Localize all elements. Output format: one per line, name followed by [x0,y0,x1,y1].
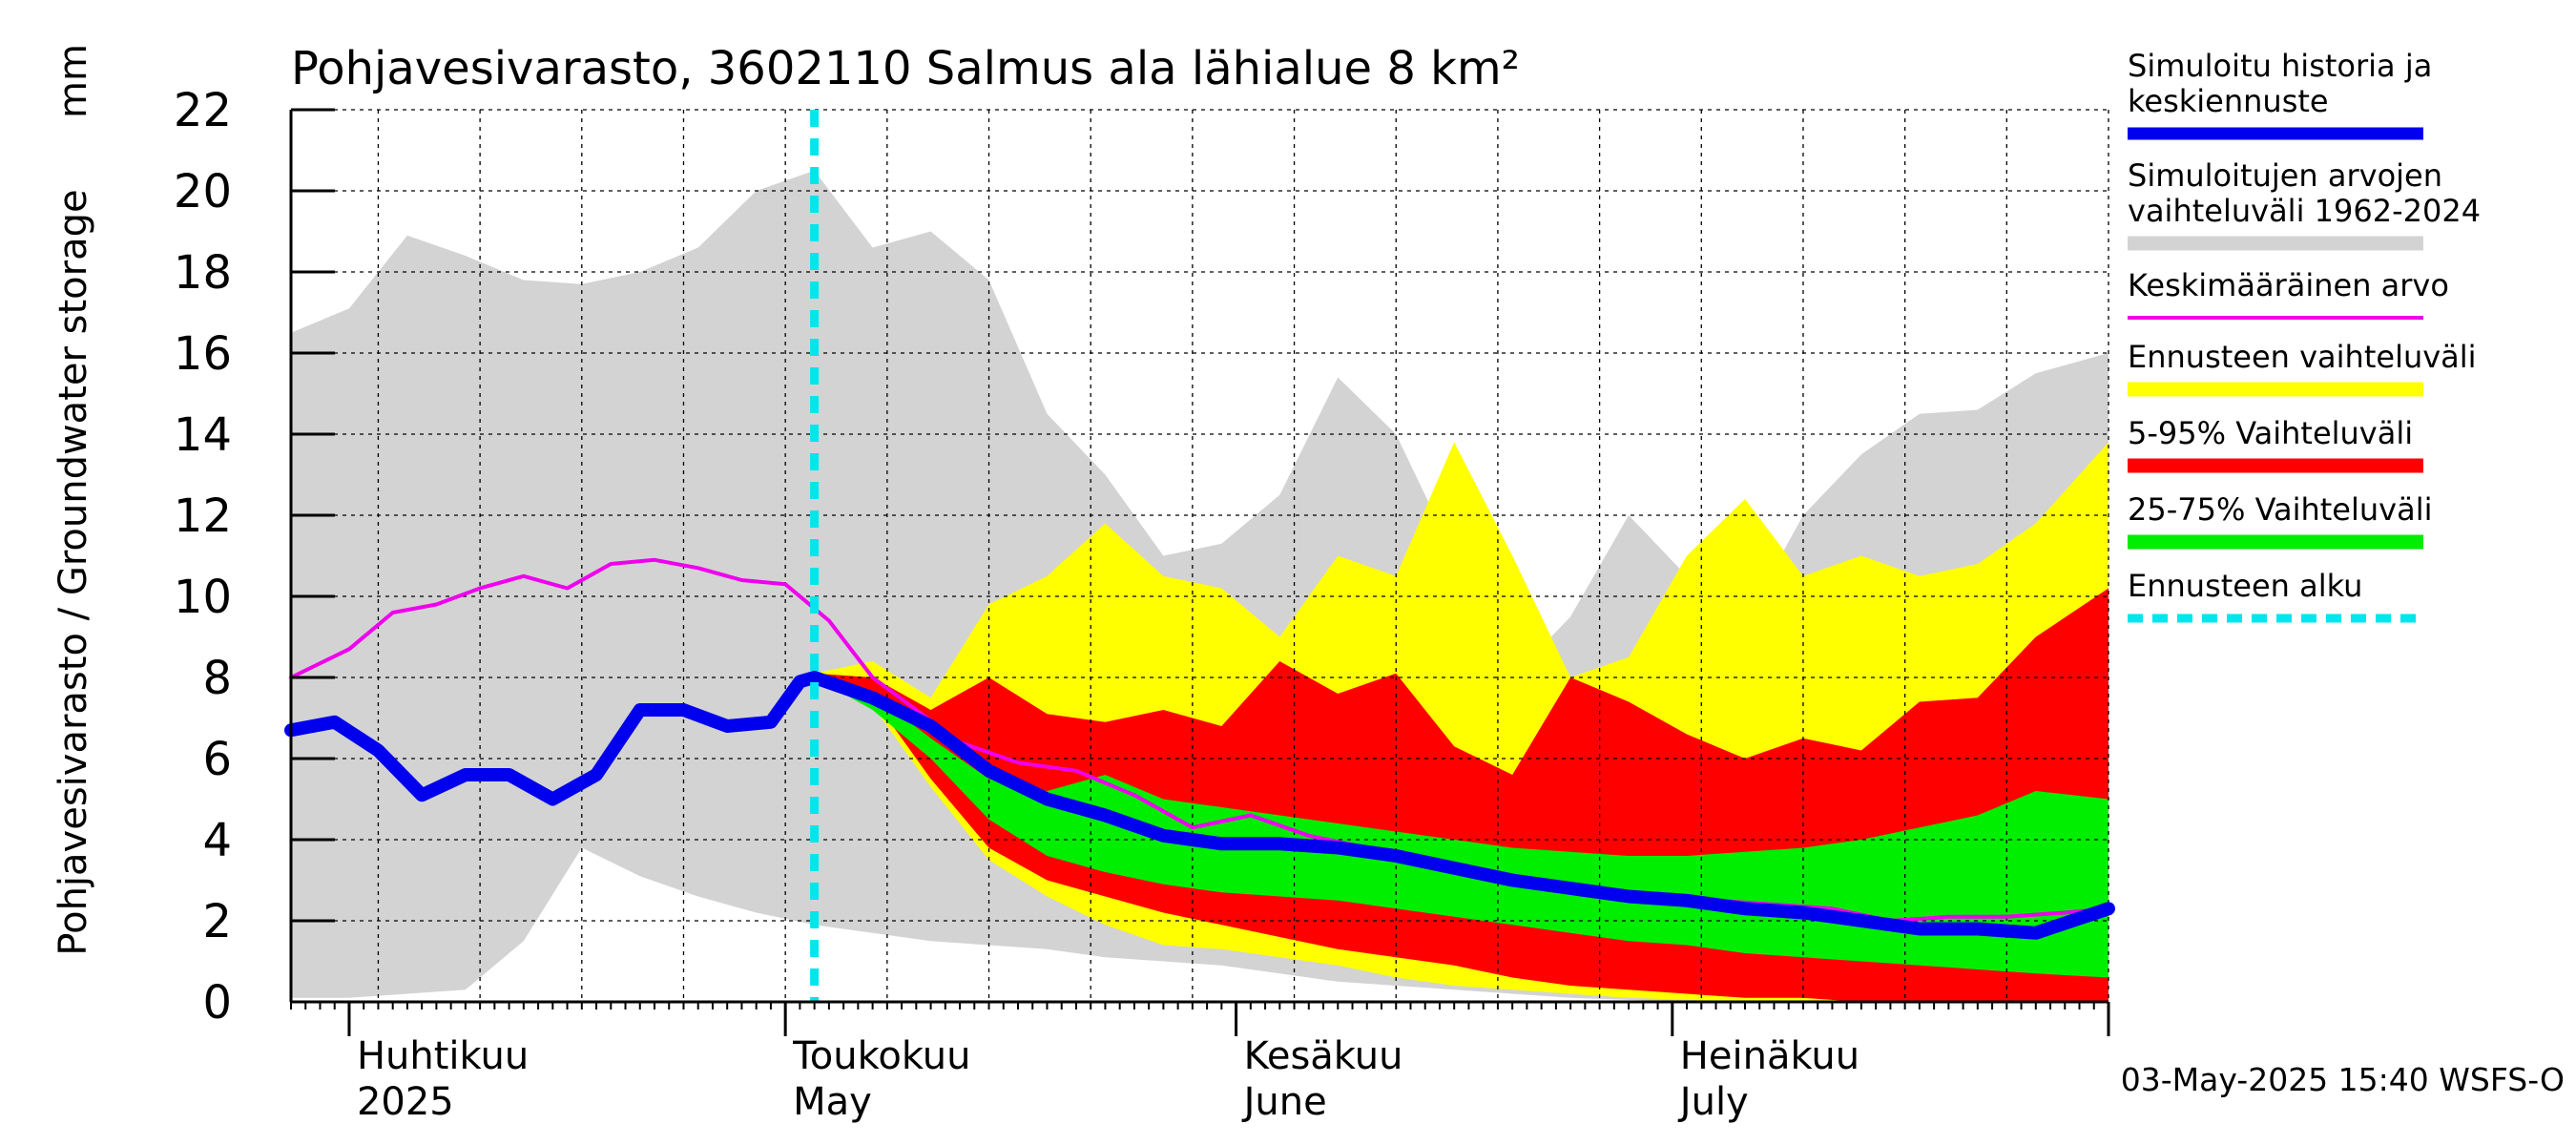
y-tick-label: 2 [202,895,232,948]
month-label-fi: Kesäkuu [1244,1034,1403,1078]
legend-item-forecast_range: Ennusteen vaihteluväli [2128,339,2477,397]
legend-label: keskiennuste [2128,83,2329,119]
month-label-en: May [793,1080,872,1124]
legend-label: Simuloitu historia ja [2128,48,2432,84]
y-tick-label: 6 [202,733,232,786]
timestamp: 03-May-2025 15:40 WSFS-O [2121,1061,2565,1098]
chart-title: Pohjavesivarasto, 3602110 Salmus ala läh… [291,42,1520,95]
y-tick-label: 4 [202,814,232,867]
legend-item-p25_75: 25-75% Vaihteluväli [2128,491,2432,550]
grid [291,109,2109,1002]
legend-label: 25-75% Vaihteluväli [2128,491,2432,528]
legend-label: 5-95% Vaihteluväli [2128,415,2413,451]
legend-label: Keskimääräinen arvo [2128,267,2449,303]
month-label-fi: Heinäkuu [1680,1034,1859,1078]
y-tick-label: 22 [174,84,232,137]
median-forecast-line [807,671,2115,940]
legend-item-mean: Keskimääräinen arvo [2128,267,2449,320]
y-tick-label: 8 [202,652,232,705]
legend-label: Ennusteen alku [2128,568,2362,604]
y-tick-label: 12 [174,489,232,543]
legend-item-p5_95: 5-95% Vaihteluväli [2128,415,2423,473]
legend-label: Simuloitujen arvojen [2128,157,2442,194]
y-tick-label: 20 [174,165,232,219]
y-tick-label: 18 [174,246,232,300]
legend-item-forecast_start: Ennusteen alku [2128,568,2423,623]
legend-label: Ennusteen vaihteluväli [2128,339,2477,375]
p25-75-band [814,677,2109,978]
y-axis-label: Pohjavesivarasto / Groundwater storage [52,189,95,955]
series-lines [284,110,2115,1002]
y-tick-label: 16 [174,327,232,381]
y-tick-label: 14 [174,408,232,462]
y-axis-unit: mm [52,44,95,118]
month-label-fi: Toukokuu [792,1034,970,1078]
month-label-en: June [1241,1080,1327,1124]
legend-label: vaihteluväli 1962-2024 [2128,193,2481,229]
month-label-en: 2025 [357,1080,454,1124]
month-label-fi: Huhtikuu [357,1034,529,1078]
y-tick-label: 10 [174,571,232,624]
month-label-en: July [1677,1080,1749,1124]
p25-75-area [814,677,2109,978]
legend: Simuloitu historia jakeskiennusteSimuloi… [2128,48,2481,623]
history-line [284,671,821,806]
y-tick-label: 0 [202,976,232,1030]
